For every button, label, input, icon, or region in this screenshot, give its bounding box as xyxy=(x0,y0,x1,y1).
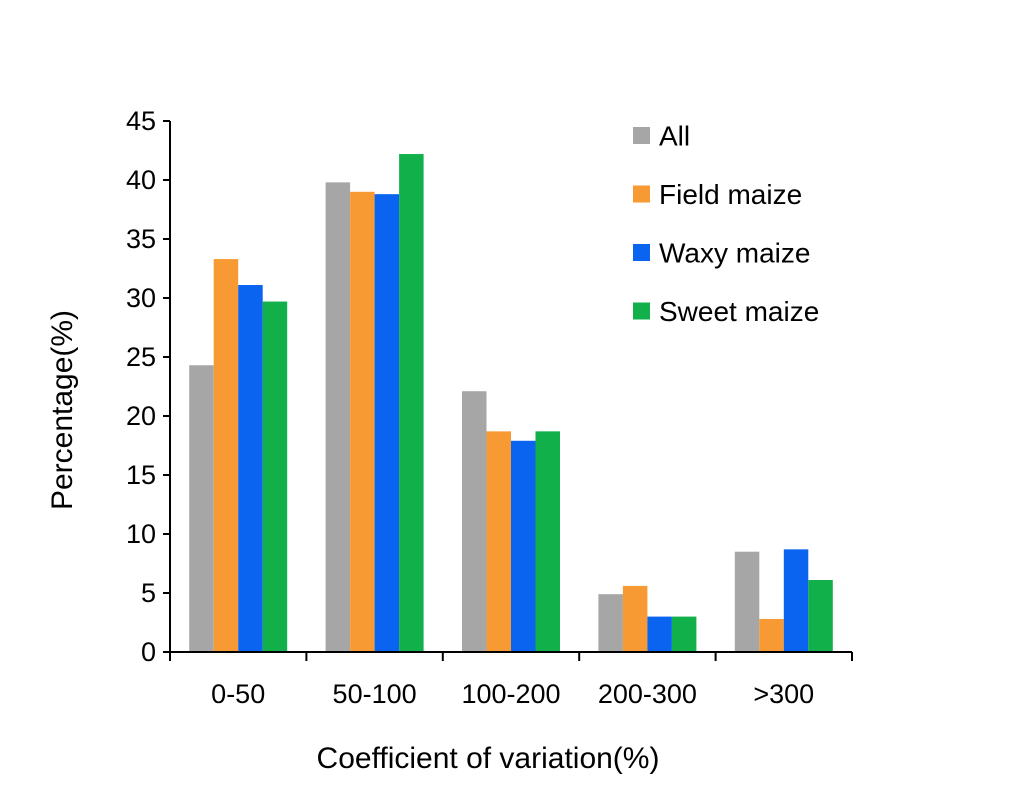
y-axis-title: Percentage(%) xyxy=(46,310,79,510)
bars-layer xyxy=(189,154,833,653)
y-tick-label: 40 xyxy=(126,165,156,195)
bar-field-maize-3 xyxy=(486,431,511,652)
y-tick-label: 30 xyxy=(126,283,156,313)
bar-sweet-maize-3 xyxy=(535,431,560,652)
x-tick-label: 200-300 xyxy=(598,679,697,709)
legend-swatch-waxy-maize xyxy=(633,244,650,261)
bar-waxy-maize-2 xyxy=(374,194,400,652)
y-tick-label: 0 xyxy=(141,637,156,667)
bar-sweet-maize-4 xyxy=(671,616,697,652)
bar-field-maize-4 xyxy=(622,585,648,652)
bar-all-5 xyxy=(734,551,760,652)
bar-waxy-maize-1 xyxy=(238,285,263,652)
legend-swatch-field-maize xyxy=(633,185,650,203)
y-tick-label: 20 xyxy=(126,401,156,431)
y-tick-label: 35 xyxy=(126,224,156,254)
x-tick-label: 100-200 xyxy=(461,679,560,709)
legend-label-field-maize: Field maize xyxy=(659,179,802,210)
y-tick-label: 25 xyxy=(126,342,156,372)
y-tick-label: 45 xyxy=(126,106,156,136)
legend: All Field maize Waxy maize Sweet maize xyxy=(633,121,819,327)
legend-label-waxy-maize: Waxy maize xyxy=(659,238,810,269)
bar-sweet-maize-1 xyxy=(262,301,288,652)
bar-all-3 xyxy=(462,391,487,652)
bar-waxy-maize-4 xyxy=(647,616,672,652)
bar-waxy-maize-5 xyxy=(783,549,809,652)
legend-label-sweet-maize: Sweet maize xyxy=(659,296,819,327)
bar-all-2 xyxy=(325,182,351,653)
y-tick-label: 15 xyxy=(126,460,156,490)
bar-sweet-maize-2 xyxy=(399,154,424,653)
bar-field-maize-5 xyxy=(759,618,784,652)
y-tick-label: 5 xyxy=(141,578,156,608)
bar-all-4 xyxy=(598,594,623,652)
bar-field-maize-2 xyxy=(350,191,375,653)
bar-field-maize-1 xyxy=(213,259,239,652)
bar-waxy-maize-3 xyxy=(511,440,536,652)
legend-swatch-all xyxy=(633,127,650,144)
legend-swatch-sweet-maize xyxy=(633,302,650,320)
axes-layer: 0 5 10 15 20 25 30 35 40 45 0-50 50-100 100-200 200-3… xyxy=(126,106,853,709)
bar-all-1 xyxy=(189,365,214,652)
x-axis-title: Coefficient of variation(%) xyxy=(317,742,660,775)
legend-label-all: All xyxy=(659,121,690,152)
x-tick-label: >300 xyxy=(753,679,814,709)
bar-sweet-maize-5 xyxy=(808,580,833,652)
y-tick-label: 10 xyxy=(126,519,156,549)
x-tick-label: 0-50 xyxy=(211,679,265,709)
x-tick-label: 50-100 xyxy=(333,679,417,709)
